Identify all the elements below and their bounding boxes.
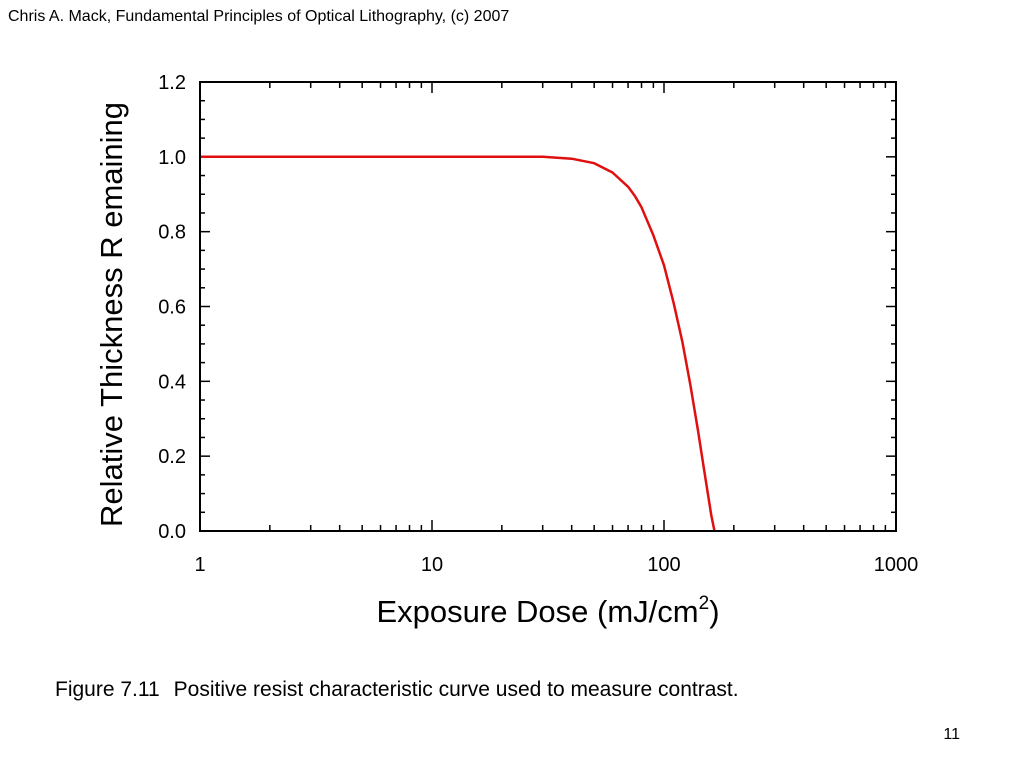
y-tick-label: 0.4 bbox=[158, 371, 186, 393]
x-tick-label: 1000 bbox=[874, 554, 919, 576]
y-tick-label: 0.0 bbox=[158, 521, 186, 543]
figure-label: Figure 7.11 bbox=[55, 678, 160, 701]
page-number: 11 bbox=[943, 726, 960, 743]
y-tick-label: 1.2 bbox=[158, 72, 186, 94]
x-axis-label-main: Exposure Dose (mJ/cm bbox=[376, 594, 698, 629]
series-line bbox=[200, 155, 716, 532]
y-tick-label: 0.8 bbox=[158, 222, 186, 244]
y-axis-ticks bbox=[200, 81, 896, 532]
y-axis-label: Relative Thickness R emaining bbox=[94, 102, 129, 527]
y-axis-tick-labels: 0.0 0.2 0.4 0.6 0.8 1.0 1.2 bbox=[158, 72, 186, 543]
y-tick-label: 0.6 bbox=[158, 297, 186, 319]
x-axis-label-suffix: ) bbox=[709, 594, 719, 629]
figure-caption: Figure 7.11 Positive resist characteristi… bbox=[55, 678, 739, 702]
x-tick-label: 10 bbox=[421, 554, 443, 576]
y-tick-label: 1.0 bbox=[158, 147, 186, 169]
x-axis-ticks bbox=[199, 82, 897, 531]
citation-header: Chris A. Mack, Fundamental Principles of… bbox=[8, 8, 510, 25]
x-axis-label-superscript: 2 bbox=[699, 593, 710, 614]
y-tick-label: 0.2 bbox=[158, 446, 186, 468]
x-axis-tick-labels: 1 10 100 1000 bbox=[194, 554, 918, 576]
x-tick-label: 1 bbox=[194, 554, 205, 576]
x-tick-label: 100 bbox=[647, 554, 680, 576]
characteristic-curve-chart: 0.0 0.2 0.4 0.6 0.8 1.0 1.2 1 10 100 1000 Relativ… bbox=[94, 72, 918, 629]
plot-frame bbox=[199, 81, 897, 532]
x-axis-label: Exposure Dose (mJ/cm2) bbox=[376, 593, 719, 629]
figure-caption-text: Positive resist characteristic curve use… bbox=[173, 678, 739, 701]
